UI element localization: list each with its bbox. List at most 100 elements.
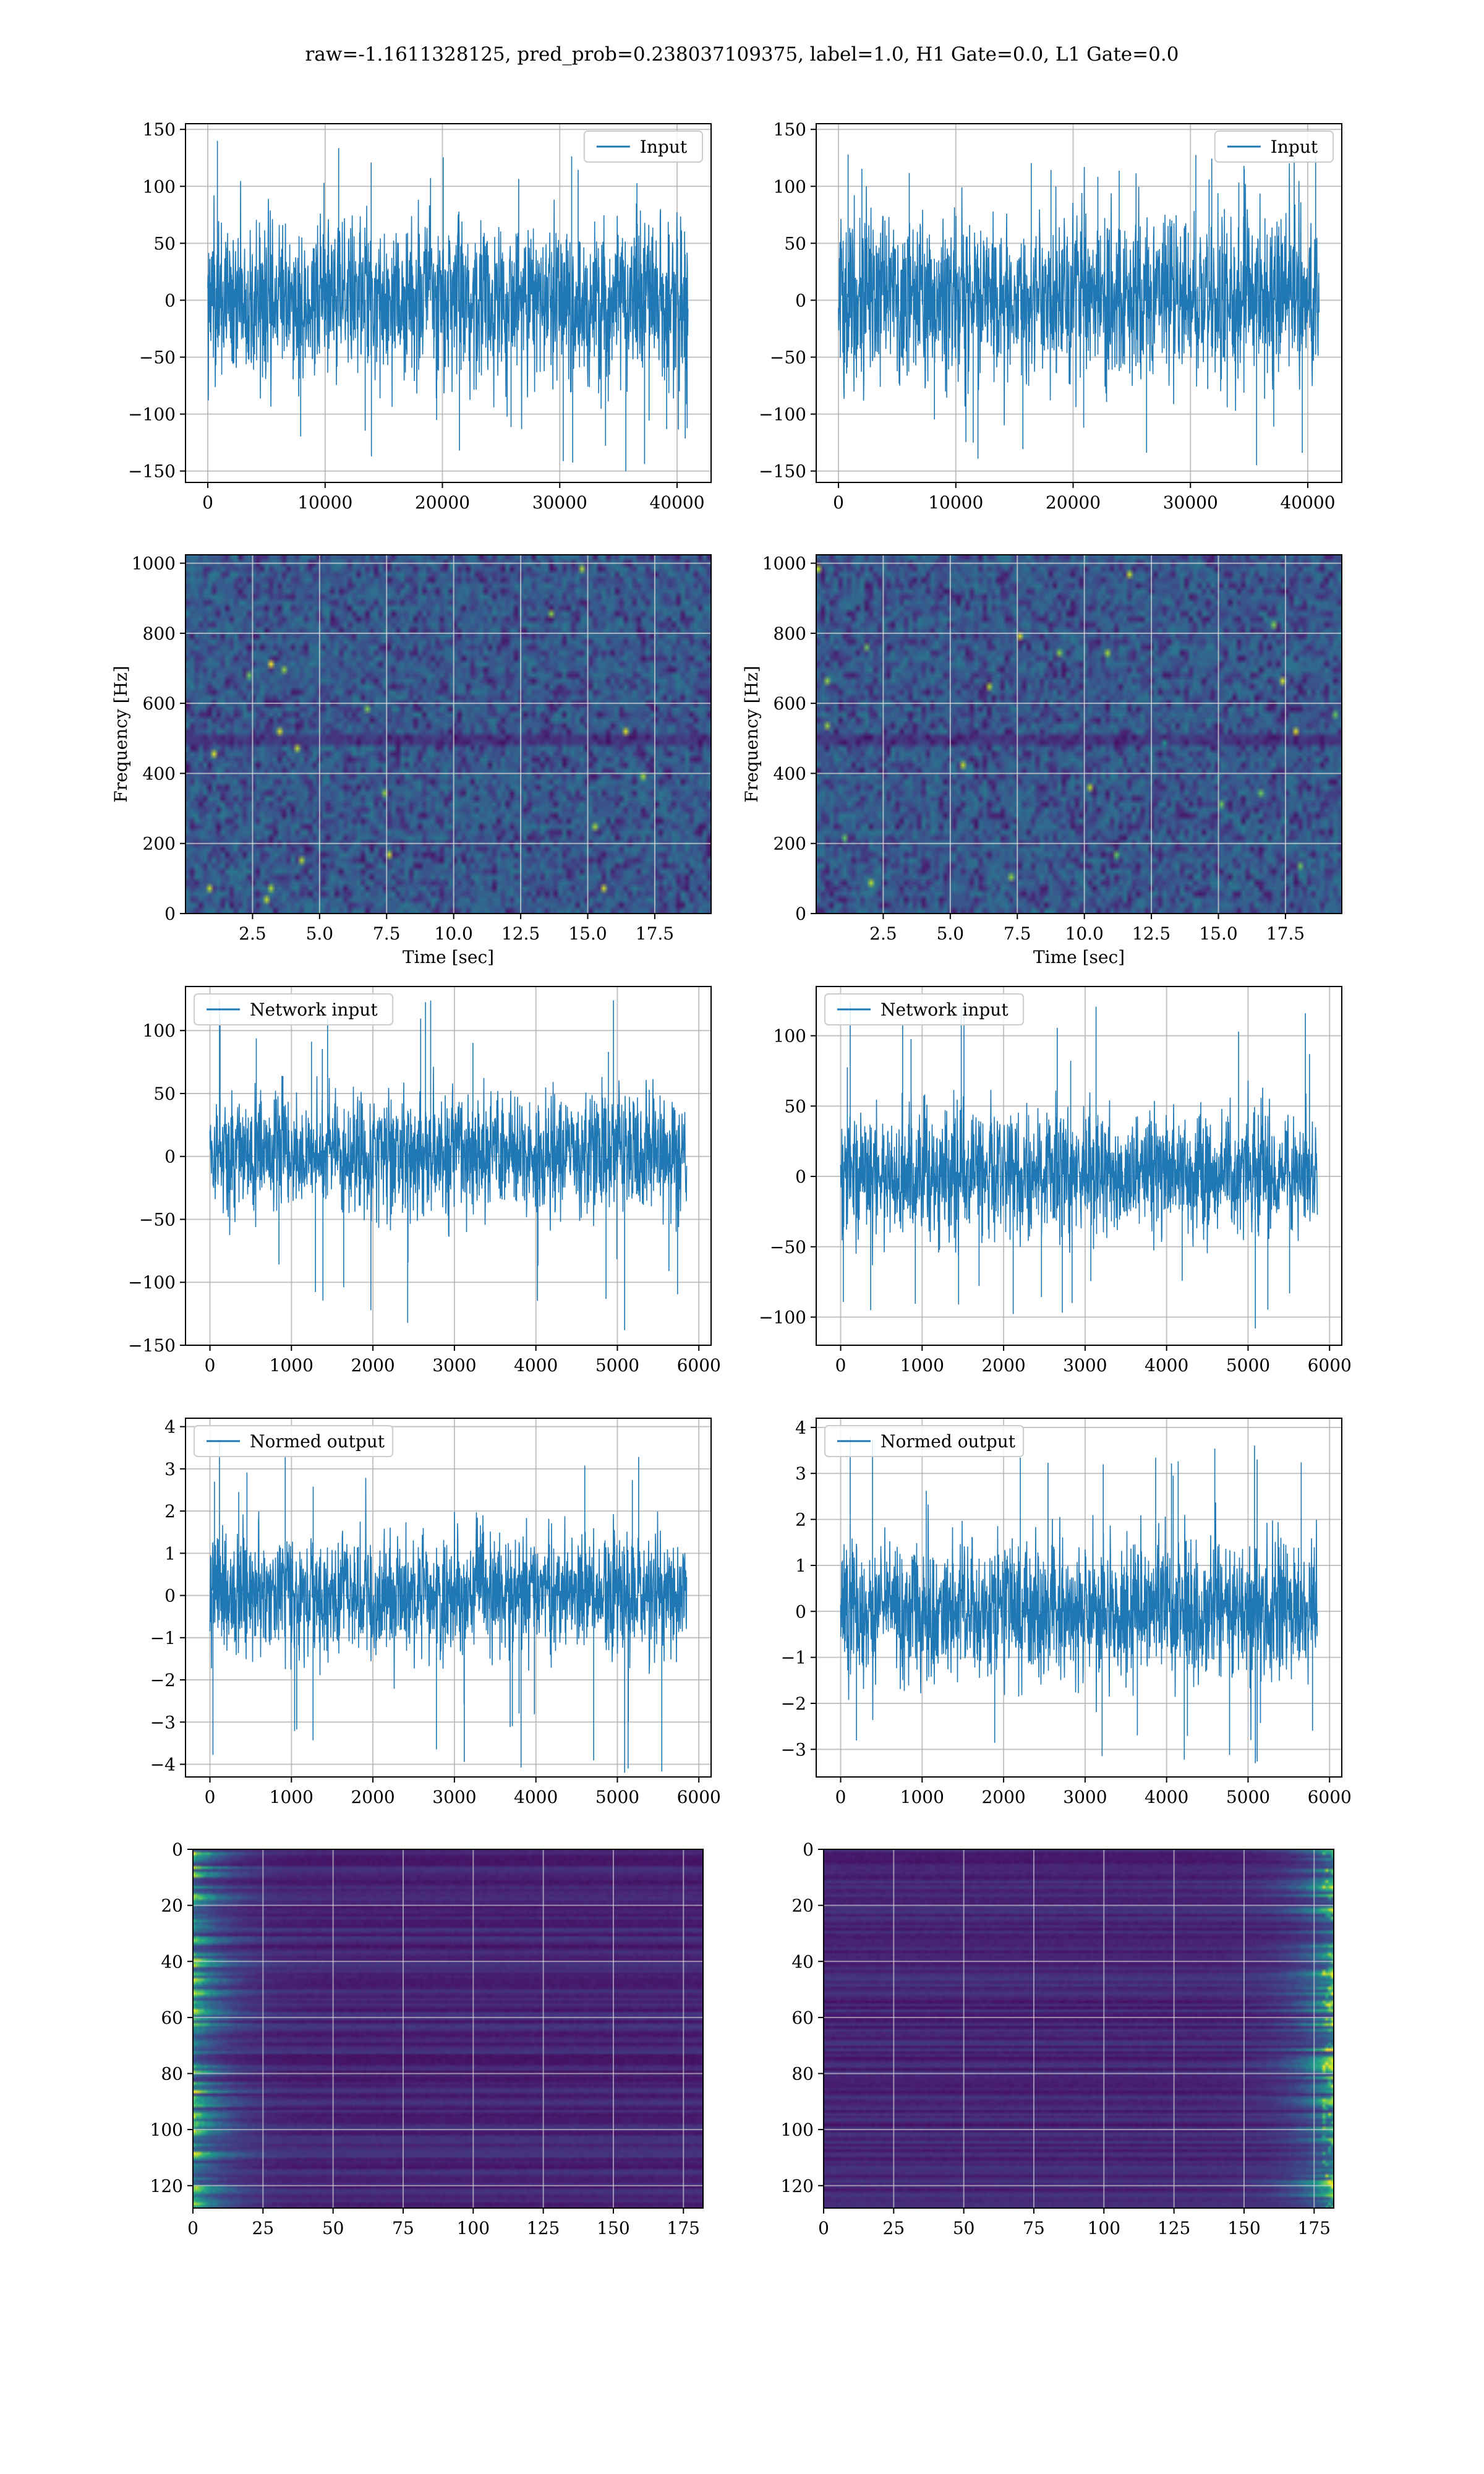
x-tick-label: 0 <box>835 1787 846 1807</box>
y-tick-label: 0 <box>795 290 806 310</box>
l1-network-input-frame <box>816 986 1342 1346</box>
y-tick-label: 0 <box>795 1166 806 1187</box>
x-tick-label: 10000 <box>297 492 352 513</box>
h1-input-chart: 0 10000 20000 30000 40000 −150 −100 −50 0 50 100 15… <box>128 119 712 513</box>
x-tick-label: 17.5 <box>1266 923 1305 944</box>
y-tick-label: −100 <box>128 404 176 425</box>
x-tick-label: 12.5 <box>1132 923 1171 944</box>
x-tick-label: 6000 <box>677 1355 721 1376</box>
h1-network-input-ticks: 0 1000 2000 3000 4000 5000 6000 −150 −100 −50 0 50 1… <box>128 1021 721 1376</box>
l1-normed-output-frame <box>816 1418 1342 1778</box>
y-tick-label: 20 <box>161 1896 183 1916</box>
y-tick-label: 0 <box>795 1601 806 1622</box>
y-tick-label: 100 <box>774 1026 806 1047</box>
x-tick-label: 6000 <box>1308 1355 1352 1376</box>
l1-feature-map-image <box>824 1849 1334 2208</box>
y-tick-label: 100 <box>781 2120 814 2140</box>
x-tick-label: 2.5 <box>239 923 267 944</box>
y-tick-label: 200 <box>143 834 176 854</box>
l1-spectrogram-ticks: 2.5 5.0 7.5 10.0 12.5 15.0 17.5 0 200 400 600 800 10… <box>741 554 1305 967</box>
x-tick-label: 5000 <box>1226 1787 1270 1807</box>
x-tick-label: 12.5 <box>501 923 540 944</box>
x-tick-label: 5.0 <box>937 923 965 944</box>
x-tick-label: 20000 <box>1046 492 1101 513</box>
y-tick-label: 50 <box>153 1084 176 1104</box>
y-tick-label: 2 <box>164 1501 176 1522</box>
h1-spectrogram-image <box>186 555 711 914</box>
y-tick-label: −100 <box>759 404 806 425</box>
h1-input-legend: Input <box>583 131 703 163</box>
y-tick-label: 400 <box>143 763 176 784</box>
x-tick-label: 50 <box>322 2218 344 2238</box>
x-tick-label: 0 <box>205 1787 216 1807</box>
y-tick-label: −50 <box>770 347 806 367</box>
y-tick-label: 0 <box>172 1839 183 1860</box>
x-tick-label: 1000 <box>900 1787 944 1807</box>
y-tick-label: 200 <box>774 834 806 854</box>
y-tick-label: 4 <box>164 1417 176 1437</box>
x-tick-label: 6000 <box>1308 1787 1352 1807</box>
x-axis-label: Time [sec] <box>1033 947 1125 967</box>
y-tick-label: 50 <box>153 233 176 254</box>
y-tick-label: 50 <box>784 1096 806 1116</box>
h1-network-input-frame <box>185 986 712 1346</box>
legend-box <box>824 1425 1025 1457</box>
h1-normed-output-frame <box>185 1418 712 1778</box>
x-tick-label: 2000 <box>981 1787 1025 1807</box>
x-tick-label: 100 <box>457 2218 490 2238</box>
y-tick-label: 3 <box>164 1459 176 1479</box>
x-tick-label: 10.0 <box>1065 923 1104 944</box>
l1-network-input-legend: Network input <box>824 993 1025 1025</box>
l1-spectrogram-image <box>816 555 1342 914</box>
figure-title: raw=-1.1611328125, pred_prob=0.238037109… <box>305 43 1179 66</box>
x-tick-label: 3000 <box>432 1355 476 1376</box>
y-tick-label: 100 <box>143 176 176 197</box>
h1-network-input-series-line <box>209 1000 688 1330</box>
x-tick-label: 125 <box>1158 2218 1190 2238</box>
x-tick-label: 2000 <box>981 1355 1025 1376</box>
x-tick-label: 5000 <box>1226 1355 1270 1376</box>
h1-feature-map-image <box>193 1849 703 2208</box>
l1-spectrogram-grid <box>816 555 1342 914</box>
h1-feature-map-frame <box>192 1849 704 2209</box>
y-tick-label: 800 <box>774 623 806 644</box>
h1-feature-map-chart: 0 25 50 75 100 125 150 175 0 20 40 60 80 100 120 <box>150 1839 704 2238</box>
y-tick-label: 40 <box>791 1951 814 1972</box>
x-tick-label: 4000 <box>1145 1787 1188 1807</box>
y-tick-label: −2 <box>781 1693 806 1714</box>
x-tick-label: 1000 <box>900 1355 944 1376</box>
x-tick-label: 5.0 <box>306 923 334 944</box>
x-tick-label: 40000 <box>649 492 704 513</box>
x-tick-label: 175 <box>1298 2218 1331 2238</box>
x-tick-label: 7.5 <box>1004 923 1031 944</box>
l1-network-input-chart: 0 1000 2000 3000 4000 5000 6000 −100 −50 0 50 100 Ne… <box>759 986 1352 1376</box>
y-tick-label: −1 <box>150 1628 176 1648</box>
x-tick-label: 17.5 <box>636 923 674 944</box>
l1-spectrogram-frame <box>816 554 1342 914</box>
y-tick-label: 0 <box>164 1586 176 1606</box>
h1-spectrogram-chart: 2.5 5.0 7.5 10.0 12.5 15.0 17.5 0 200 400 600 800 10… <box>111 554 712 967</box>
y-tick-label: 400 <box>774 763 806 784</box>
y-tick-label: 1 <box>795 1556 806 1576</box>
x-tick-label: 2000 <box>351 1355 394 1376</box>
h1-feature-map-ticks: 0 25 50 75 100 125 150 175 0 20 40 60 80 100 120 <box>150 1839 700 2238</box>
y-tick-label: 20 <box>791 1896 814 1916</box>
l1-input-frame <box>816 123 1342 483</box>
x-tick-label: 25 <box>883 2218 905 2238</box>
x-tick-label: 15.0 <box>568 923 607 944</box>
x-tick-label: 25 <box>252 2218 275 2238</box>
h1-network-input-legend: Network input <box>194 993 394 1025</box>
x-tick-label: 150 <box>597 2218 629 2238</box>
x-tick-label: 5000 <box>595 1355 639 1376</box>
y-tick-label: 1 <box>164 1543 176 1564</box>
x-tick-label: 10.0 <box>435 923 473 944</box>
l1-normed-output-series-line <box>840 1436 1318 1763</box>
x-tick-label: 75 <box>392 2218 414 2238</box>
y-tick-label: −2 <box>150 1670 176 1690</box>
y-tick-label: −50 <box>139 347 176 367</box>
h1-input-frame <box>185 123 712 483</box>
y-tick-label: 1000 <box>762 554 806 574</box>
y-tick-label: 60 <box>791 2008 814 2028</box>
x-tick-label: 0 <box>205 1355 216 1376</box>
y-tick-label: 1000 <box>132 554 176 574</box>
